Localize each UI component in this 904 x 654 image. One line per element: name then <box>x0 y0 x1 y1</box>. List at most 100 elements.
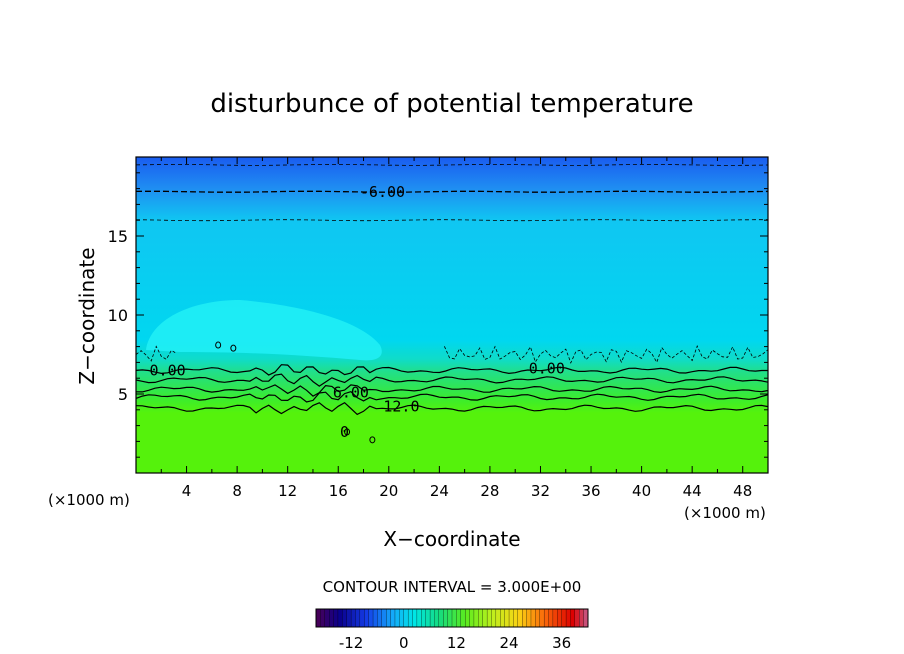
x-tick-label: 24 <box>430 482 449 500</box>
contour-line <box>136 164 768 166</box>
colorbar-frame <box>315 608 589 628</box>
colorbar-cell <box>478 608 484 628</box>
colorbar-tick-label: 36 <box>552 634 571 652</box>
colorbar-cell <box>394 608 400 628</box>
colorbar-cell <box>342 608 348 628</box>
closed-contour <box>230 344 237 352</box>
colorbar-cell <box>539 608 545 628</box>
x-tick-label: 32 <box>531 482 550 500</box>
colorbar-tick-label: 0 <box>399 634 409 652</box>
y-tick-label: 15 <box>108 227 128 246</box>
colorbar-cell <box>482 608 488 628</box>
colorbar-cell <box>438 608 444 628</box>
colorbar-cell <box>508 608 514 628</box>
colorbar <box>315 608 589 628</box>
colorbar-cell <box>504 608 510 628</box>
colorbar-cell <box>570 608 576 628</box>
colorbar-cell <box>548 608 554 628</box>
colorbar-cell <box>565 608 571 628</box>
colorbar-cell <box>451 608 457 628</box>
colorbar-cell <box>320 608 326 628</box>
contour-line <box>136 364 768 376</box>
colorbar-cell <box>337 608 343 628</box>
colorbar-cell <box>390 608 396 628</box>
colorbar-cell <box>491 608 497 628</box>
light-cyan-blob <box>146 300 382 361</box>
x-axis-label: X−coordinate <box>383 527 520 551</box>
x-tick-label: 20 <box>379 482 398 500</box>
contour-label: 6.00 <box>333 383 369 401</box>
colorbar-cell <box>495 608 501 628</box>
contour-labels: -6.00 0.00 0.00 6.00 12.0 0 <box>150 183 565 441</box>
x-tick-label: 12 <box>278 482 297 500</box>
colorbar-cell <box>557 608 563 628</box>
contour-label: -6.00 <box>360 183 405 201</box>
x-tick-label: 16 <box>329 482 348 500</box>
colorbar-cell <box>359 608 365 628</box>
colorbar-tick-label: 12 <box>447 634 466 652</box>
colorbar-cell <box>552 608 558 628</box>
colorbar-cell <box>465 608 470 628</box>
x-tick-label: 40 <box>632 482 651 500</box>
contour-line <box>136 401 768 416</box>
x-tick-label: 44 <box>683 482 702 500</box>
colorbar-cell <box>513 608 519 628</box>
contour-line <box>136 391 768 403</box>
colorbar-cell <box>526 608 532 628</box>
x-tick-label: 48 <box>733 482 752 500</box>
x-unit-right: (×1000 m) <box>684 504 766 522</box>
colorbar-cell <box>561 608 567 628</box>
colorbar-cell <box>522 608 528 628</box>
colorbar-cell <box>486 608 492 628</box>
colorbar-cell <box>377 608 383 628</box>
x-axis-ticks: 4 8 12 16 20 24 28 32 36 40 44 48 <box>160 157 752 500</box>
colorbar-tick-label: 24 <box>499 634 518 652</box>
contour-label: 0.00 <box>150 361 186 379</box>
turbulent-contour <box>136 345 768 364</box>
colorbar-cell <box>381 608 387 628</box>
colorbar-cell <box>473 608 479 628</box>
colorbar-cell <box>443 608 449 628</box>
contour-lines <box>136 164 768 444</box>
x-tick-label: 36 <box>581 482 600 500</box>
colorbar-cell <box>333 608 339 628</box>
chart-title: disturbunce of potential temperature <box>210 89 693 119</box>
colorbar-cell <box>315 608 321 628</box>
plot-area <box>136 157 768 473</box>
colorbar-ticks: -12 0 12 24 36 <box>339 634 571 652</box>
colorbar-cell <box>355 608 361 628</box>
y-tick-label: 5 <box>118 385 128 404</box>
colorbar-cell <box>517 608 523 628</box>
colorbar-cell <box>364 608 370 628</box>
x-tick-label: 28 <box>480 482 499 500</box>
contour-noise-band <box>136 345 768 364</box>
colorbar-cell <box>399 608 405 628</box>
contour-line <box>136 384 768 397</box>
x-tick-label: 8 <box>232 482 242 500</box>
colorbar-cell <box>469 608 475 628</box>
colorbar-cell <box>429 608 435 628</box>
colorbar-tick-label: -12 <box>339 634 364 652</box>
y-tick-label: 10 <box>108 306 128 325</box>
y-axis-label: Z−coordinate <box>75 247 99 384</box>
contour-line <box>136 219 768 222</box>
colorbar-cell <box>579 608 585 628</box>
colorbar-cell <box>416 608 422 628</box>
contour-interval-label: CONTOUR INTERVAL = 3.000E+00 <box>323 578 582 596</box>
contour-line <box>136 190 768 193</box>
colorbar-cell <box>500 608 506 628</box>
colorbar-cell <box>425 608 431 628</box>
contour-label: 12.0 <box>383 398 419 416</box>
y-axis-ticks: 5 10 15 <box>108 172 768 458</box>
colorbar-cell <box>434 608 440 628</box>
colorbar-cell <box>460 608 466 628</box>
contour-label: 0 <box>340 423 349 441</box>
colorbar-cell <box>350 608 356 628</box>
colorbar-cell <box>368 608 374 628</box>
colorbar-cell <box>407 608 413 628</box>
colorbar-cell <box>535 608 541 628</box>
x-tick-label: 4 <box>182 482 192 500</box>
colorbar-cell <box>543 608 549 628</box>
contour-line <box>136 373 768 387</box>
